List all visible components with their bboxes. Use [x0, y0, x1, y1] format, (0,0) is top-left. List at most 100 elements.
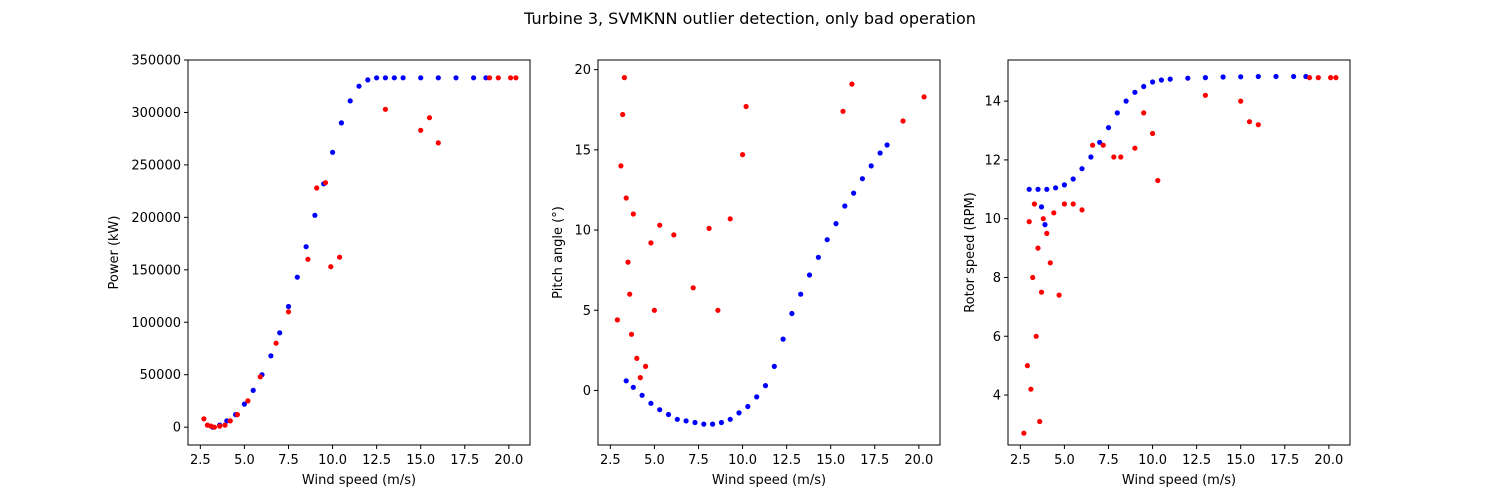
data-point	[745, 403, 751, 410]
data-point	[374, 75, 380, 81]
data-point	[1255, 122, 1261, 128]
data-point	[621, 75, 628, 81]
data-point	[338, 120, 344, 126]
data-point	[627, 291, 633, 297]
data-point	[771, 363, 777, 369]
data-point	[1070, 176, 1076, 182]
data-point	[1040, 216, 1046, 222]
data-point	[921, 94, 927, 100]
y-tick-label: 300000	[131, 106, 181, 121]
data-point	[1079, 166, 1085, 172]
data-point	[859, 176, 866, 182]
data-point	[648, 240, 654, 246]
data-point	[614, 317, 621, 323]
data-point	[273, 340, 279, 346]
x-tick-label: 5.0	[1054, 453, 1075, 468]
axes-frame	[597, 59, 941, 446]
data-point	[1033, 333, 1039, 339]
data-point	[435, 75, 441, 81]
data-point	[1185, 75, 1191, 81]
data-point	[618, 163, 624, 169]
data-point	[250, 387, 256, 393]
data-point	[1079, 207, 1085, 213]
data-point	[1042, 222, 1048, 228]
data-point	[1090, 142, 1096, 148]
data-point	[754, 394, 760, 400]
y-axis-title: Power (kW)	[107, 216, 122, 290]
data-point	[637, 375, 643, 381]
data-point	[222, 422, 228, 428]
data-point	[884, 142, 890, 148]
data-point	[1061, 201, 1067, 207]
data-point	[471, 75, 477, 81]
data-point	[1031, 201, 1037, 207]
x-tick-label: 10.0	[728, 453, 757, 468]
data-point	[305, 256, 311, 262]
y-tick-label: 15	[574, 143, 591, 158]
x-tick-label: 10.0	[1138, 453, 1167, 468]
data-point	[453, 75, 459, 81]
data-point	[798, 291, 804, 297]
data-point	[1026, 186, 1032, 192]
data-point	[727, 216, 733, 222]
pitch-panel: 2.5 5.0 7.5 10.0 12.5 15.0 17.5 20.0 0 5 10 15 20 Win…	[551, 59, 941, 488]
data-point	[1053, 185, 1059, 191]
y-tick-label: 14	[984, 95, 1001, 110]
data-point	[1238, 74, 1244, 80]
y-tick-label: 10	[984, 212, 1001, 227]
data-point	[1111, 154, 1117, 160]
data-point	[900, 118, 906, 124]
y-tick-label: 150000	[131, 263, 181, 278]
data-point	[762, 383, 769, 389]
data-point	[851, 190, 857, 196]
data-point	[868, 163, 874, 169]
x-tick-label: 17.5	[860, 453, 889, 468]
x-tick-label: 12.5	[362, 453, 391, 468]
data-point	[347, 98, 353, 104]
data-point	[1150, 130, 1156, 137]
data-point	[1038, 204, 1045, 210]
data-point	[639, 392, 645, 398]
y-tick-label: 8	[993, 271, 1001, 286]
data-point	[1070, 201, 1076, 207]
y-axis-title: Rotor speed (RPM)	[963, 192, 978, 313]
x-tick-label: 7.5	[278, 453, 299, 468]
data-point	[1315, 75, 1321, 81]
data-point	[1220, 74, 1226, 80]
data-point	[620, 111, 626, 118]
data-point	[1047, 260, 1053, 266]
y-tick-label: 20	[574, 63, 591, 78]
data-point	[1024, 363, 1030, 369]
data-point	[1123, 98, 1129, 104]
data-point	[268, 353, 274, 359]
data-point	[630, 211, 636, 217]
data-point	[727, 416, 733, 422]
data-point	[486, 75, 493, 81]
data-point	[391, 75, 397, 81]
series-0	[623, 142, 890, 427]
data-point	[806, 272, 813, 278]
data-point	[1044, 230, 1050, 236]
data-point	[312, 212, 318, 218]
y-tick-label: 0	[173, 421, 181, 436]
data-point	[1158, 77, 1164, 83]
data-point	[671, 232, 677, 238]
data-point	[1132, 89, 1138, 95]
data-point	[623, 195, 629, 201]
data-point	[701, 421, 707, 427]
data-point	[657, 222, 663, 228]
x-tick-label: 17.5	[450, 453, 479, 468]
data-point	[294, 274, 300, 280]
data-point	[665, 411, 672, 418]
power-panel: 2.5 5.0 7.5 10.0 12.5 15.0 17.5 20.0 0 50000 10000…	[107, 54, 531, 488]
data-point	[1037, 418, 1043, 425]
data-point	[1061, 182, 1067, 188]
x-tick-label: 12.5	[772, 453, 801, 468]
y-tick-label: 12	[984, 153, 1001, 168]
data-point	[483, 75, 489, 81]
x-axis-title: Wind speed (m/s)	[302, 473, 416, 488]
y-tick-label: 350000	[131, 54, 181, 69]
data-point	[1105, 125, 1112, 131]
x-tick-label: 2.5	[600, 453, 621, 468]
data-point	[657, 407, 663, 413]
